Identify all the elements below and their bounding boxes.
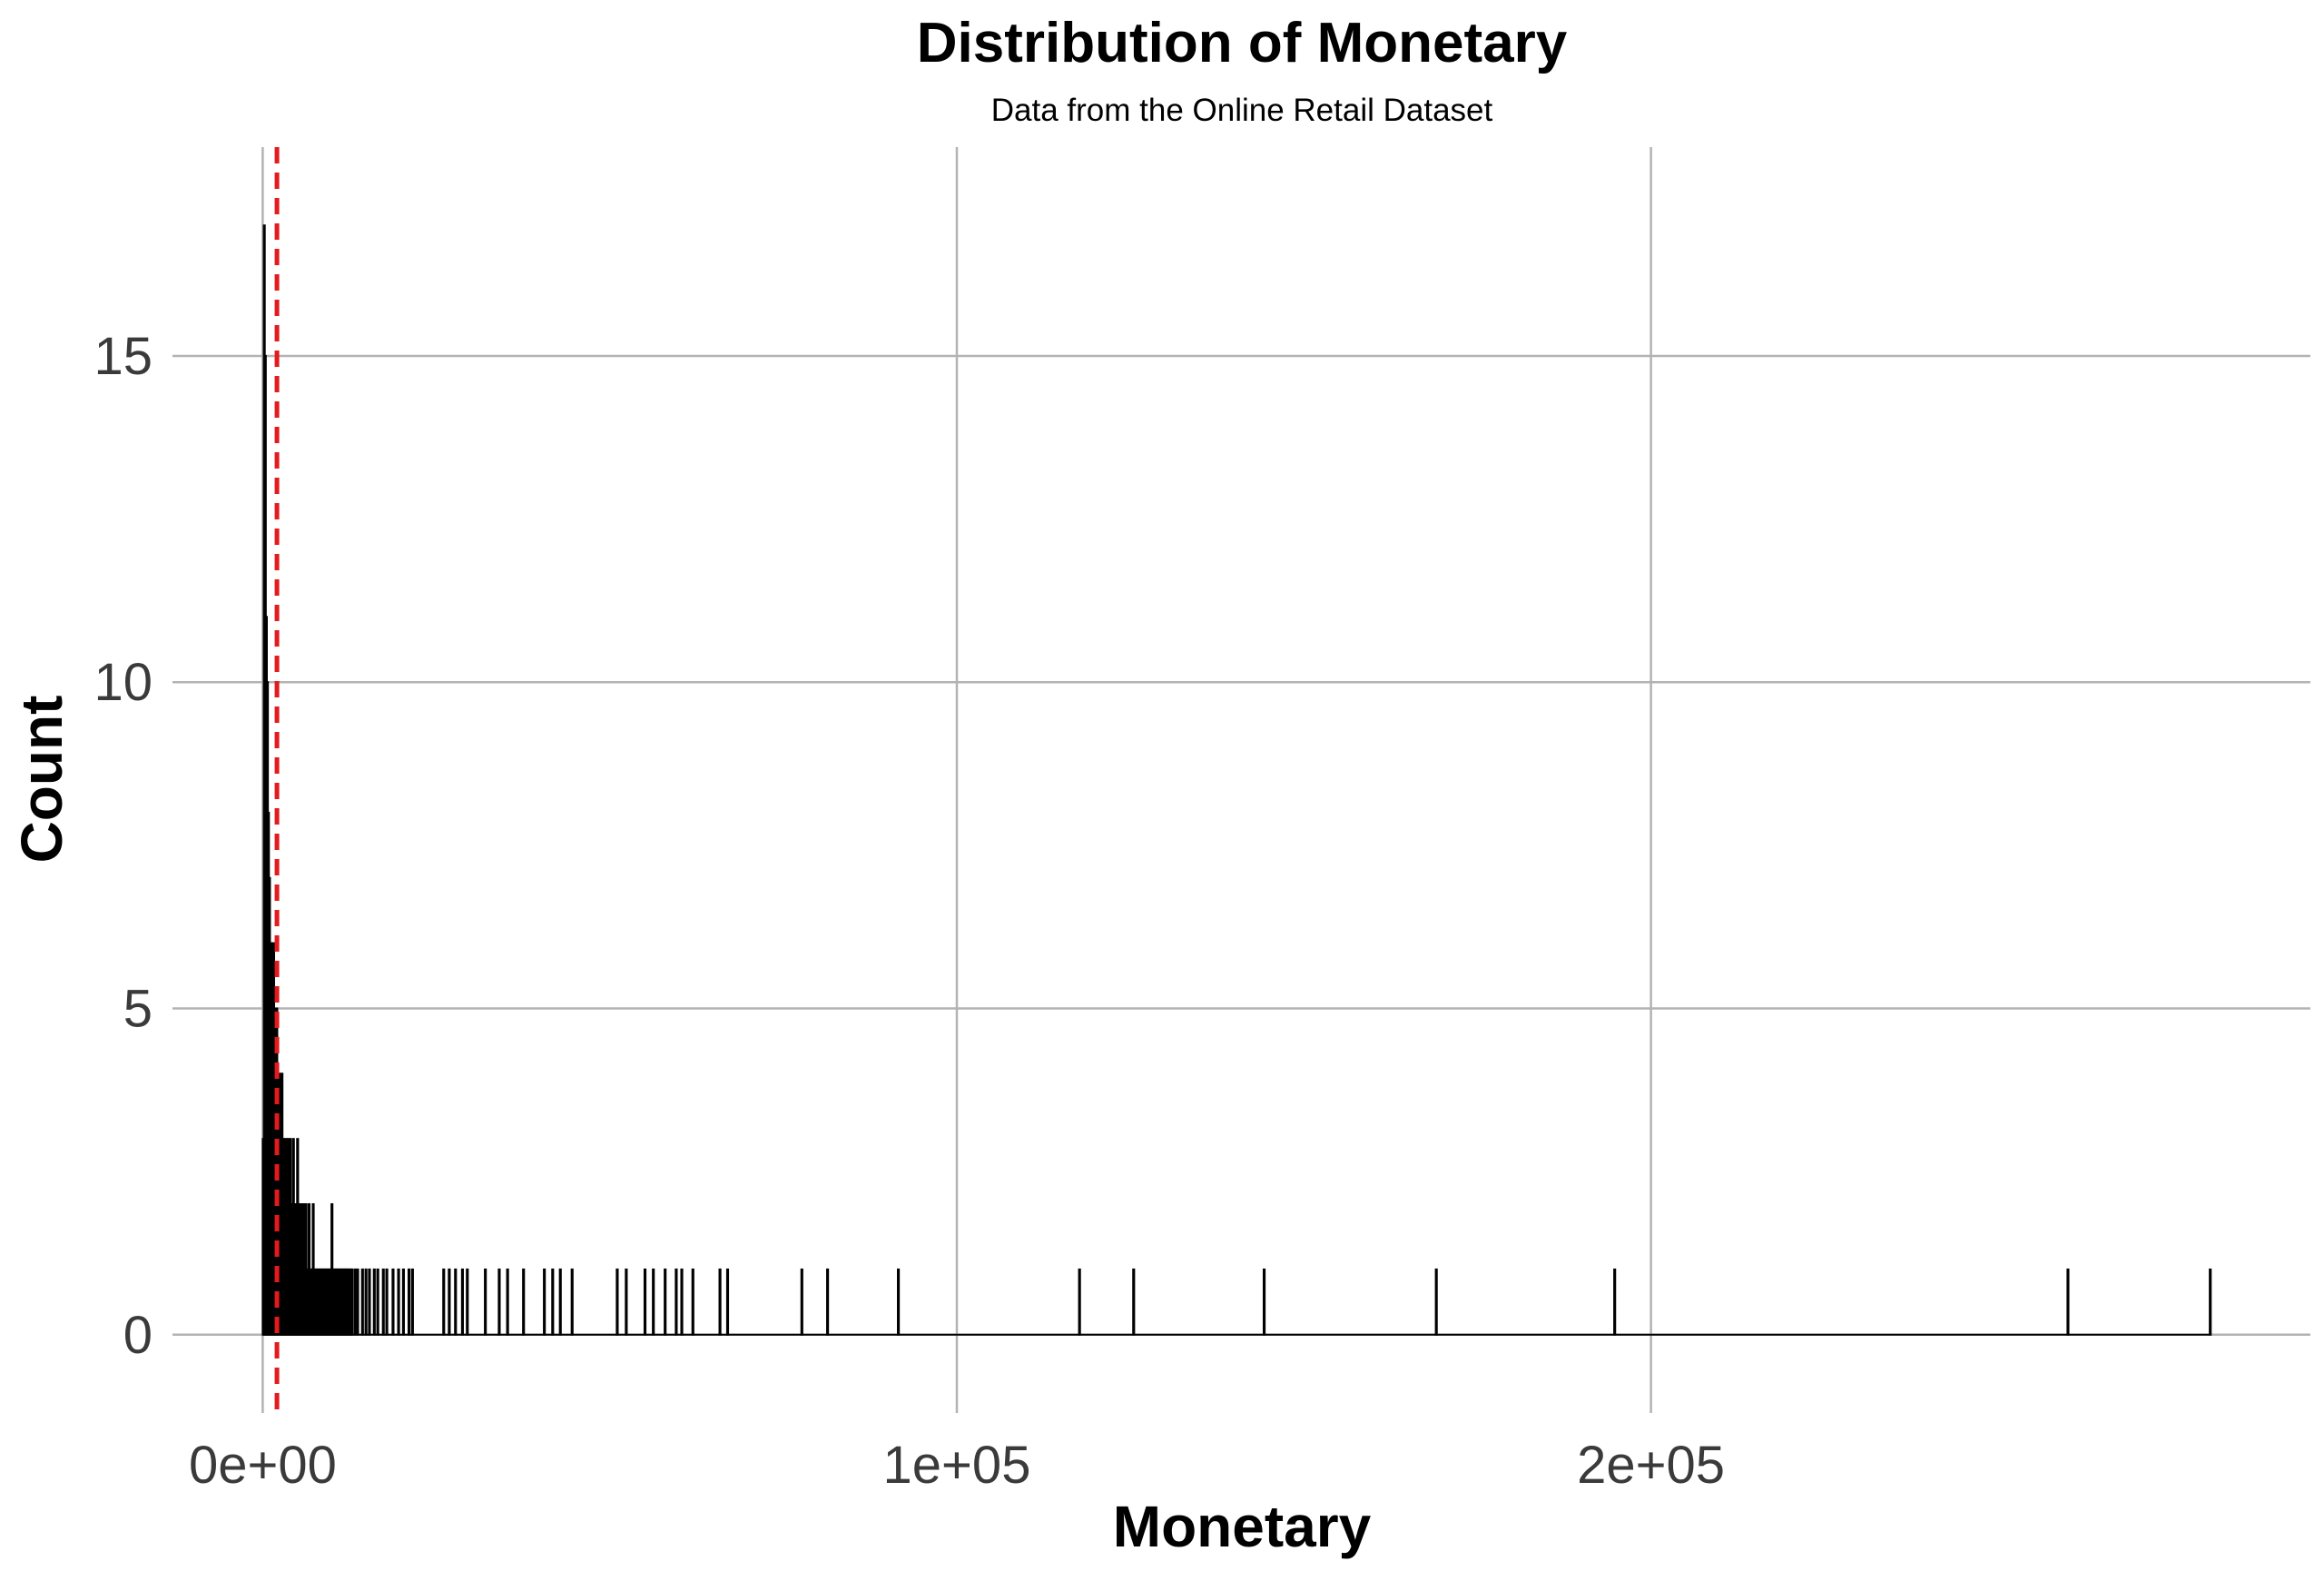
histogram-bar-97 — [401, 1268, 405, 1336]
chart-title: Distribution of Monetary — [917, 12, 1568, 74]
histogram-bar-103 — [460, 1268, 464, 1336]
histogram-bar-111 — [558, 1268, 562, 1336]
histogram-bar-99 — [410, 1268, 414, 1336]
histogram-bar-86 — [353, 1268, 357, 1336]
histogram-bar-96 — [397, 1268, 400, 1336]
histogram-bar-125 — [897, 1268, 901, 1336]
histogram-bar-124 — [826, 1268, 830, 1336]
histogram-bar-129 — [1434, 1268, 1438, 1336]
histogram-bar-85 — [350, 1268, 354, 1336]
histogram-bar-112 — [570, 1268, 574, 1336]
histogram-bar-95 — [391, 1268, 395, 1336]
histogram-bar-107 — [506, 1268, 509, 1336]
histogram-bar-130 — [1613, 1268, 1617, 1336]
histogram-bar-106 — [497, 1268, 501, 1336]
chart-subtitle: Data from the Online Retail Dataset — [991, 93, 1493, 128]
histogram-bar-94 — [385, 1268, 389, 1336]
histogram-bar-113 — [615, 1268, 619, 1336]
histogram-bar-109 — [543, 1268, 547, 1336]
histogram-bar-116 — [652, 1268, 655, 1336]
histogram-bar-110 — [551, 1268, 555, 1336]
histogram-bar-108 — [522, 1268, 526, 1336]
histogram-bar-132 — [2209, 1268, 2212, 1336]
y-tick-label-2: 10 — [94, 653, 153, 712]
histogram-bar-93 — [381, 1268, 385, 1336]
x-tick-label-0: 0e+00 — [189, 1436, 337, 1495]
histogram-bar-92 — [376, 1268, 379, 1336]
x-tick-label-2: 2e+05 — [1577, 1436, 1725, 1495]
histogram-bar-123 — [800, 1268, 803, 1336]
histogram-bar-100 — [442, 1268, 446, 1336]
histogram-bar-104 — [466, 1268, 469, 1336]
x-tick-label-1: 1e+05 — [883, 1436, 1031, 1495]
histogram-bar-101 — [448, 1268, 451, 1336]
y-tick-label-3: 15 — [94, 327, 153, 386]
histogram-bar-131 — [2066, 1268, 2070, 1336]
y-tick-label-0: 0 — [123, 1306, 153, 1365]
histogram-bar-128 — [1262, 1268, 1266, 1336]
histogram-bar-88 — [360, 1268, 364, 1336]
histogram-bar-120 — [691, 1268, 694, 1336]
histogram-bar-122 — [725, 1268, 730, 1336]
y-axis-title: Count — [9, 696, 74, 864]
histogram-bar-89 — [364, 1268, 368, 1336]
histogram-bar-114 — [625, 1268, 628, 1336]
histogram-bar-119 — [680, 1268, 684, 1336]
histogram-bar-102 — [454, 1268, 458, 1336]
tick-labels: 0e+00 1e+05 2e+05 0 5 10 15 — [94, 327, 1725, 1495]
histogram-bar-121 — [718, 1268, 722, 1336]
histogram-bar-87 — [356, 1268, 359, 1336]
x-axis-title: Monetary — [1113, 1494, 1372, 1559]
y-tick-label-1: 5 — [123, 979, 153, 1038]
histogram-bar-126 — [1078, 1268, 1081, 1336]
histogram-bar-127 — [1132, 1268, 1136, 1336]
histogram-bar-105 — [484, 1268, 487, 1336]
histogram-bar-118 — [675, 1268, 678, 1336]
histogram-bar-91 — [372, 1268, 376, 1336]
